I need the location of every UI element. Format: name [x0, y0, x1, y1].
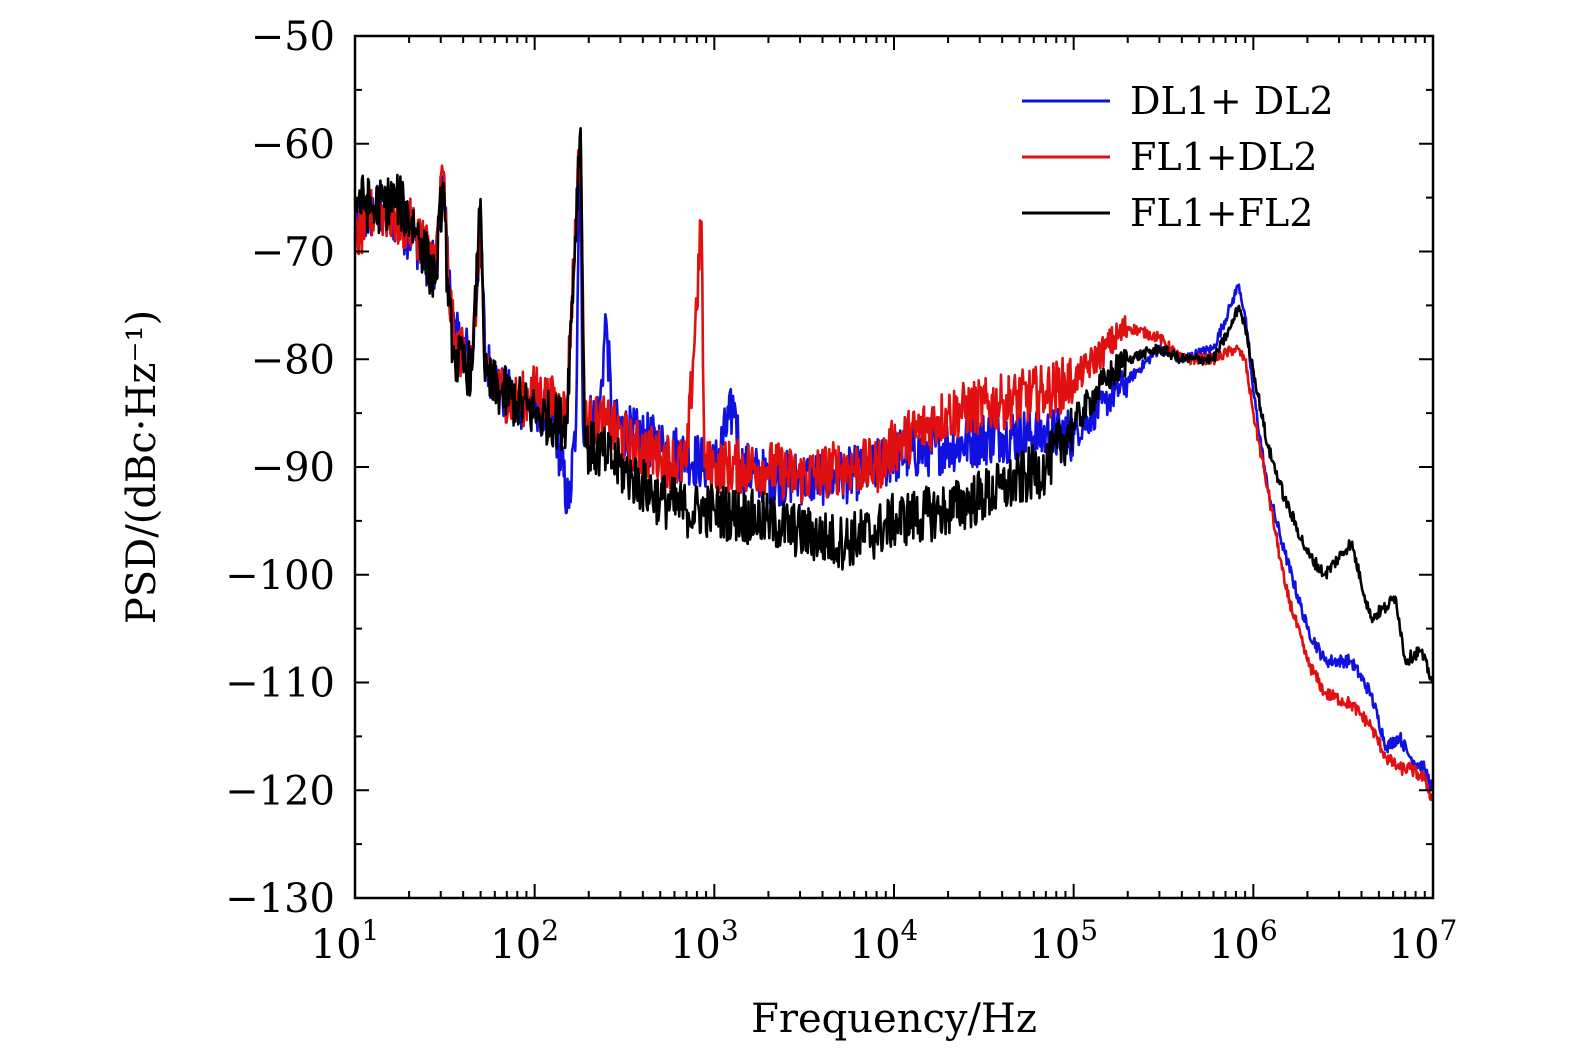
x-tick-label: 103	[670, 914, 739, 968]
x-axis-title: Frequency/Hz	[751, 996, 1037, 1042]
x-tick-label: 102	[490, 914, 559, 968]
y-tick-label: −100	[225, 553, 335, 599]
y-tick-label: −90	[251, 445, 335, 491]
y-tick-label: −50	[251, 14, 335, 60]
x-tick-label: 104	[850, 914, 919, 968]
x-tick-label: 101	[311, 914, 380, 968]
series-line-3	[353, 127, 1434, 684]
plot-frame	[353, 34, 1435, 900]
y-axis-title: PSD/(dBc·Hz⁻¹)	[119, 310, 165, 624]
legend-label: DL1+ DL2	[1130, 79, 1334, 123]
y-tick-label: −70	[251, 230, 335, 276]
y-tick-labels: −50 −60 −70 −80 −90 −100 −110 −120 −130	[225, 14, 335, 922]
y-tick-label: −130	[225, 876, 335, 922]
x-tick-label: 105	[1029, 914, 1098, 968]
legend-label: FL1+FL2	[1130, 191, 1313, 235]
legend: DL1+ DL2 FL1+DL2 FL1+FL2	[1022, 79, 1334, 235]
x-tick-labels: 101 102 103 104 105 106 107	[311, 914, 1458, 968]
y-tick-label: −110	[225, 661, 335, 707]
y-tick-label: −60	[251, 122, 335, 168]
x-tick-label: 107	[1389, 914, 1458, 968]
x-tick-label: 106	[1209, 914, 1278, 968]
series-layer	[353, 127, 1435, 802]
legend-label: FL1+DL2	[1130, 135, 1318, 179]
y-tick-label: −80	[251, 337, 335, 383]
y-tick-label: −120	[225, 768, 335, 814]
